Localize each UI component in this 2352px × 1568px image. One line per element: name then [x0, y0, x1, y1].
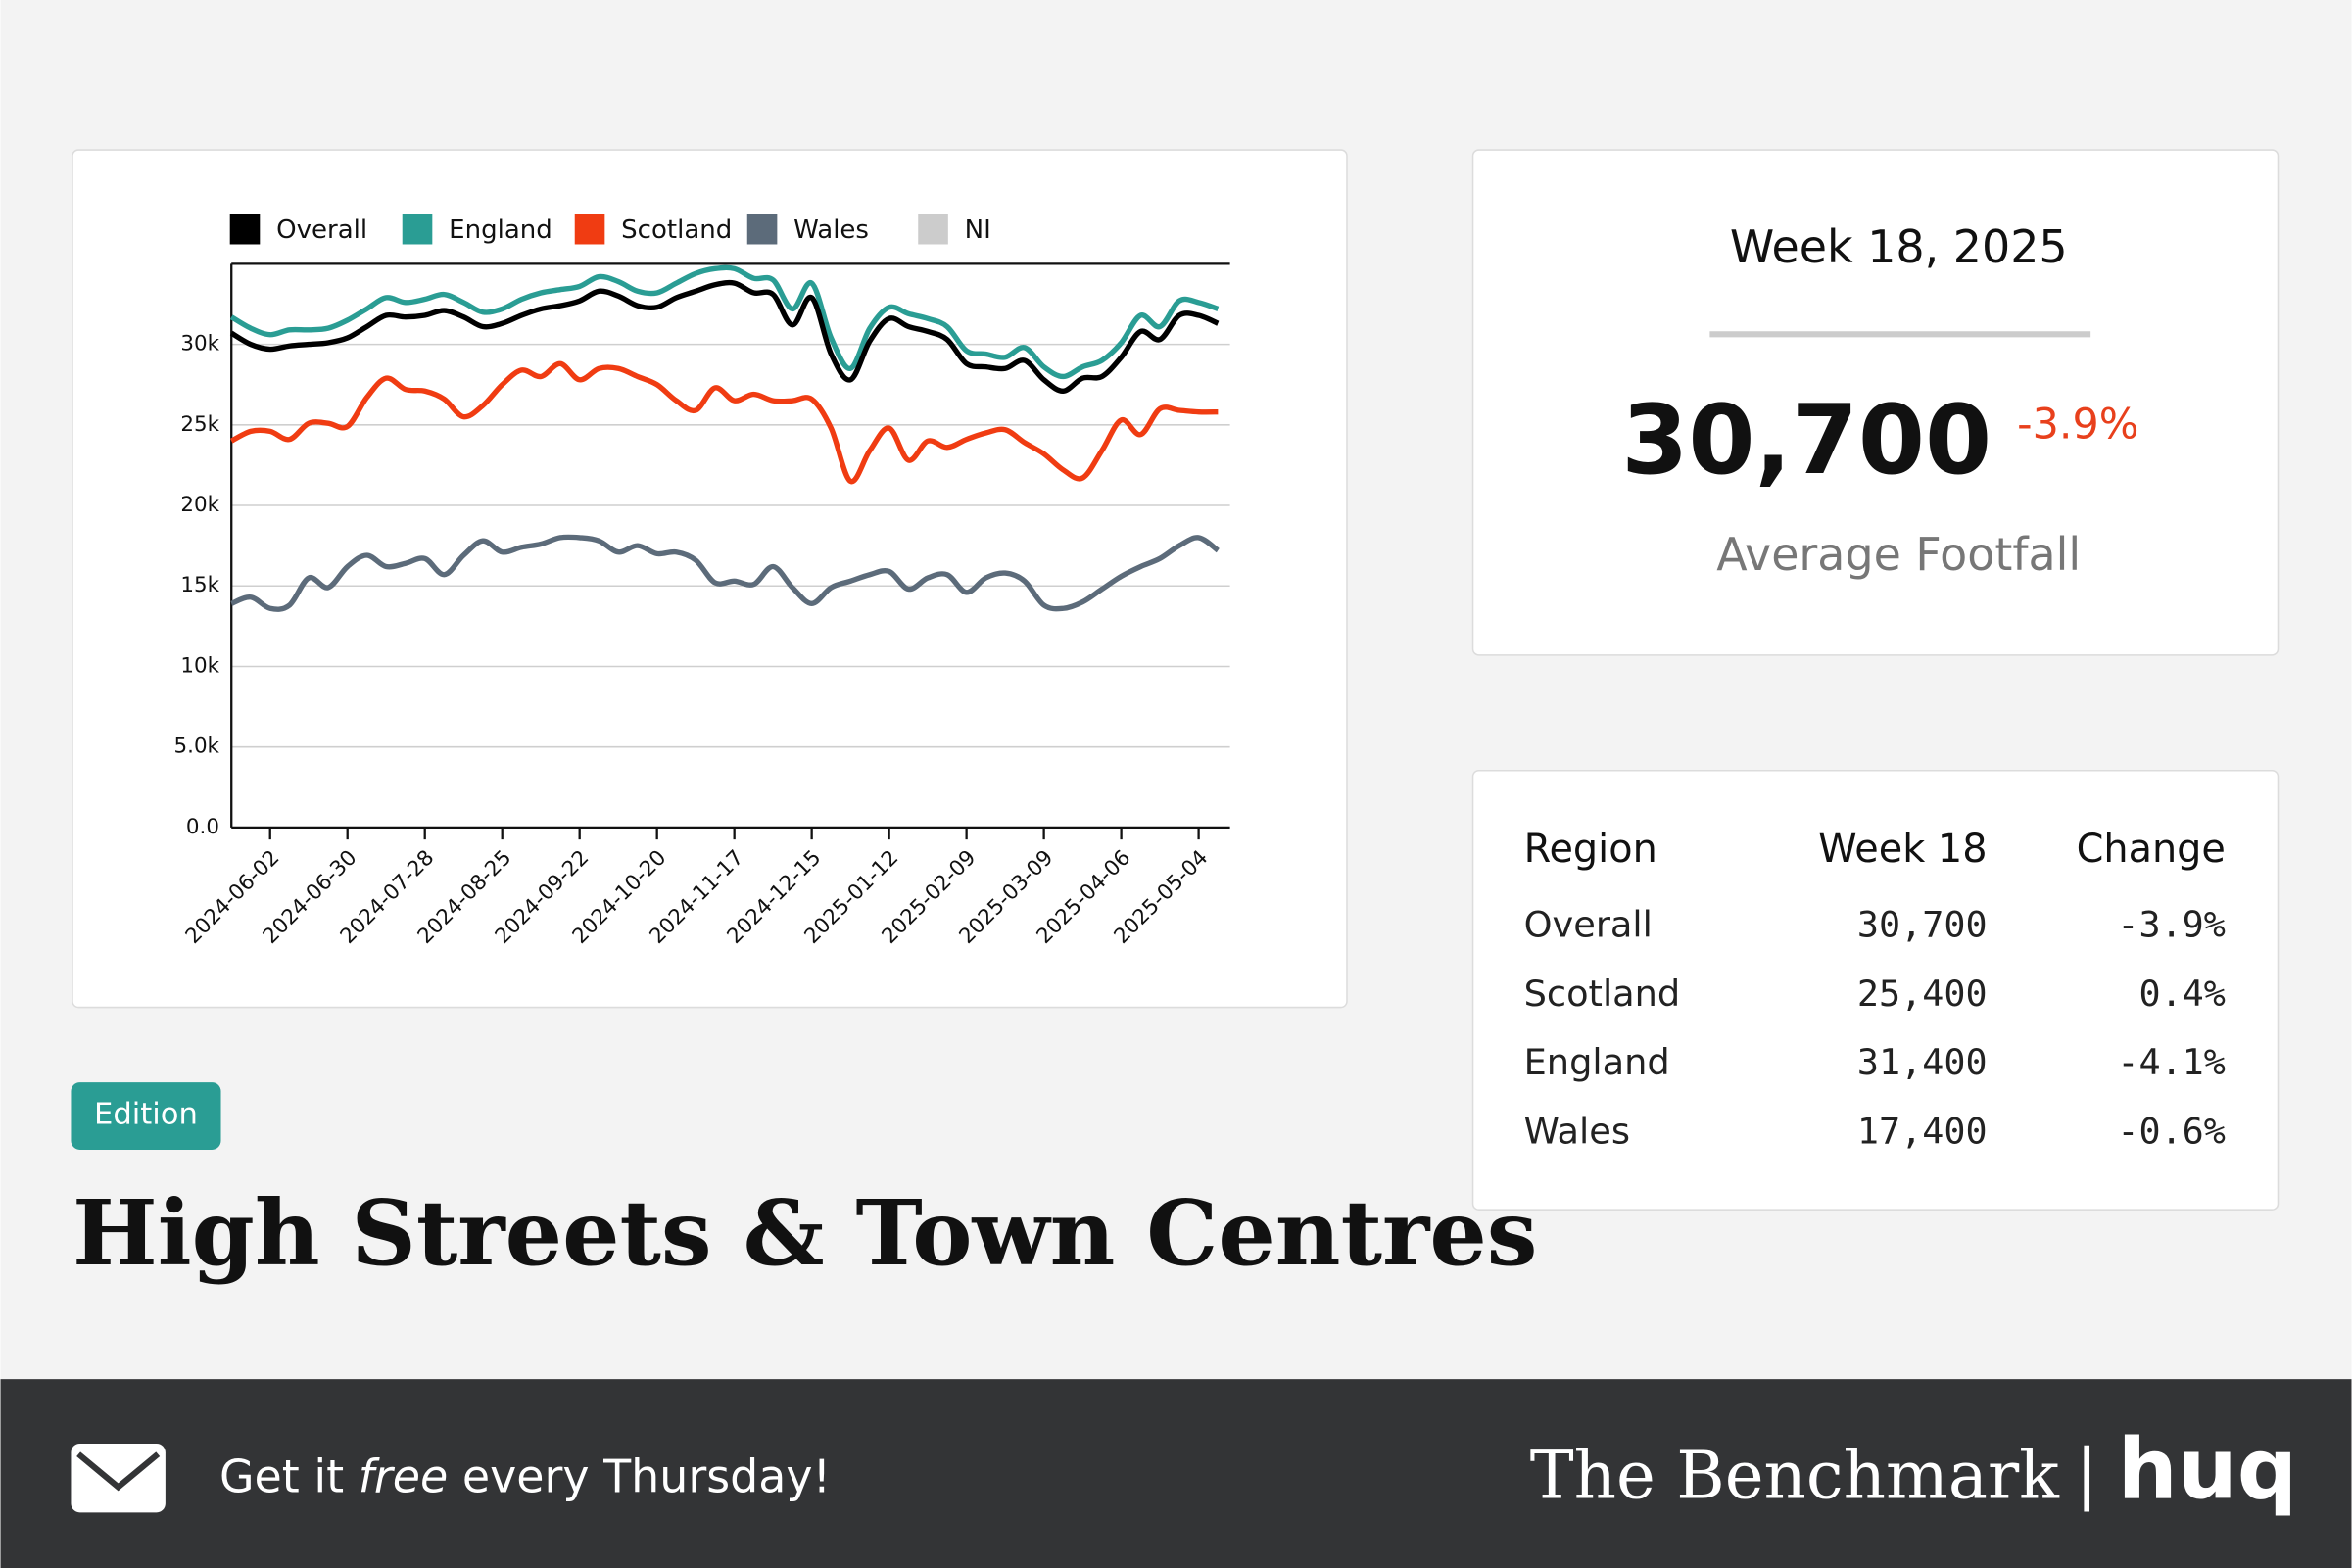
table-cell: -3.9% — [2117, 903, 2226, 945]
table-cell: Overall — [1524, 903, 1653, 945]
logo: huq — [2118, 1421, 2297, 1519]
brand: The Benchmark — [1530, 1437, 2060, 1514]
change: -3.9% — [2017, 401, 2138, 450]
week: Week 18, 2025 — [1730, 220, 2068, 273]
cta-part: free — [359, 1449, 449, 1502]
table-cell: England — [1524, 1041, 1670, 1083]
big-value: 30,700 — [1621, 385, 1992, 497]
envelope — [71, 1443, 166, 1513]
table-cell: Wales — [1524, 1111, 1630, 1153]
table-card — [1471, 769, 2280, 1211]
badge-text: Edition — [94, 1097, 198, 1131]
legend-label: Overall — [276, 215, 367, 245]
y-tick-label: 15k — [180, 573, 219, 597]
table: Region Week 18 Change Overall 30,700 -3.9% Sco… — [1524, 827, 2226, 1153]
y-tick-label: 10k — [180, 653, 219, 678]
legend-swatch — [574, 214, 605, 245]
summary-card — [1471, 149, 2280, 656]
envelope-flap — [76, 1451, 161, 1492]
y-tick-label: 20k — [180, 493, 219, 517]
separator: | — [2076, 1435, 2098, 1512]
cta-part: Get it — [219, 1449, 359, 1502]
legend-label: Wales — [793, 215, 869, 245]
table-header: Region — [1524, 827, 1657, 872]
y-tick-label: 25k — [180, 412, 219, 437]
table-cell: -4.1% — [2117, 1041, 2226, 1083]
badge — [71, 1082, 221, 1150]
y-tick-label: 0.0 — [186, 815, 219, 839]
y-tick-label: 30k — [180, 332, 219, 356]
summary-label: Average Footfall — [1716, 528, 2081, 581]
series-line — [229, 279, 1220, 394]
table-cell: 0.4% — [2138, 973, 2225, 1015]
y-tick-label: 5.0k — [174, 735, 220, 759]
legend-swatch — [229, 214, 261, 245]
series-line — [230, 534, 1220, 612]
legend-label: Scotland — [621, 215, 732, 245]
table-header: Change — [2077, 827, 2226, 872]
page-title: High Streets & Town Centres — [72, 1180, 1538, 1286]
legend-swatch — [746, 214, 778, 245]
series-line — [229, 264, 1220, 380]
table-cell: 25,400 — [1857, 973, 1988, 1015]
legend-swatch — [402, 214, 433, 245]
mail-icon — [71, 1443, 166, 1513]
cta-part: every Thursday! — [448, 1449, 831, 1502]
table-cell: 30,700 — [1857, 903, 1988, 945]
legend-label: England — [449, 215, 552, 245]
legend-label: NI — [965, 215, 991, 245]
table-cell: 31,400 — [1857, 1041, 1988, 1083]
footer — [0, 1379, 2352, 1568]
table-cell: 17,400 — [1857, 1111, 1988, 1153]
table-cell: -0.6% — [2117, 1111, 2226, 1153]
table-cell: Scotland — [1524, 973, 1681, 1015]
table-header: Week 18 — [1818, 827, 1987, 872]
series-line — [229, 360, 1219, 485]
legend-swatch — [918, 214, 948, 245]
cta: Get it free every Thursday! — [219, 1449, 831, 1502]
